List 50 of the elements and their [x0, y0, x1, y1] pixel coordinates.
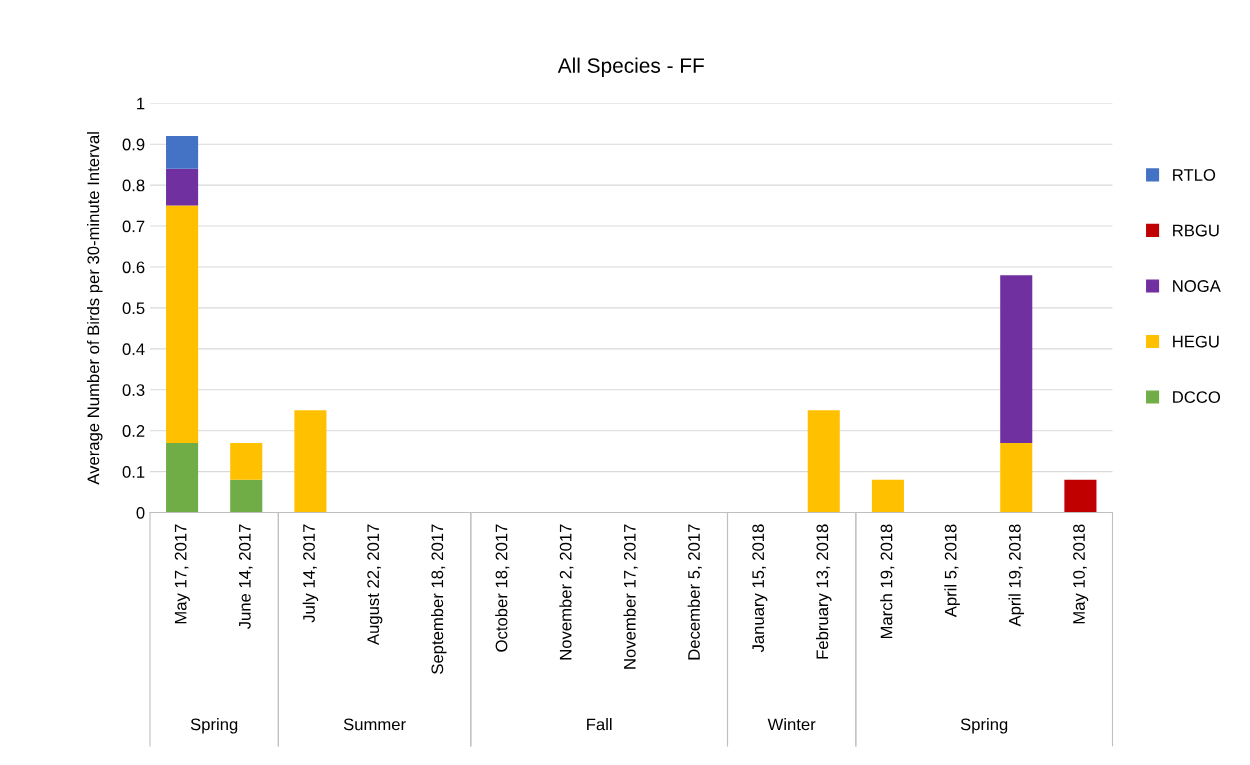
bar [230, 479, 263, 513]
bar [1064, 479, 1097, 513]
x-tick-label: January 15, 2018 [752, 524, 768, 653]
bar [166, 168, 199, 206]
x-tick-label: September 18, 2017 [430, 524, 447, 674]
text: Fall [587, 718, 612, 731]
x-tick-label: March 19, 2018 [880, 524, 895, 639]
x-tick-label: November 2, 2017 [559, 524, 574, 660]
legend-label: NOGA [1173, 280, 1221, 292]
y-tick-label: 0.9 [122, 138, 145, 151]
x-tick-label: February 13, 2018 [815, 524, 832, 659]
y-tick-label: 0.8 [122, 179, 145, 192]
x-tick-label: April 19, 2018 [1008, 524, 1025, 627]
bar [1000, 275, 1033, 443]
y-tick-label: 0 [136, 506, 145, 519]
x-tick-label: May 10, 2018 [1073, 524, 1089, 624]
y-tick-label: 1 [137, 97, 145, 110]
text: Summer [343, 718, 406, 731]
text: Winter [767, 718, 816, 731]
x-tick-label: May 17, 2017 [174, 524, 190, 624]
text: Spring [960, 718, 1008, 734]
x-tick-label: August 22, 2017 [367, 524, 383, 646]
x-tick-label: October 18, 2017 [495, 524, 510, 652]
bar [230, 442, 263, 480]
text: Spring [190, 718, 238, 734]
x-tick-label: June 14, 2017 [238, 524, 253, 630]
bar [807, 410, 840, 513]
y-tick-label: 0.5 [122, 302, 145, 315]
legend-label: DCCO [1173, 391, 1221, 403]
bar [1000, 442, 1033, 513]
bar [166, 442, 199, 513]
bar [871, 479, 904, 513]
legend-label: RBGU [1173, 224, 1219, 237]
bar [166, 136, 199, 169]
x-tick-label: December 5, 2017 [687, 524, 702, 660]
y-tick-label: 0.3 [122, 384, 145, 396]
chart-title: All Species - FF [557, 57, 704, 78]
x-tick-label: July 14, 2017 [302, 524, 319, 623]
y-tick-label: 0.7 [122, 220, 145, 233]
bar [166, 205, 199, 443]
y-tick-label: 0.1 [122, 466, 145, 478]
y-axis-title: Average Number of Birds per 30-minute Interval [86, 132, 103, 485]
x-tick-label: April 5, 2018 [944, 524, 960, 618]
legend-label: RTLO [1173, 169, 1216, 181]
x-tick-label: November 17, 2017 [623, 524, 638, 669]
y-tick-label: 0.4 [122, 343, 145, 356]
y-tick-label: 0.6 [122, 261, 145, 274]
y-tick-label: 0.2 [122, 425, 145, 437]
legend-label: HEGU [1173, 335, 1219, 348]
bar [294, 410, 327, 513]
